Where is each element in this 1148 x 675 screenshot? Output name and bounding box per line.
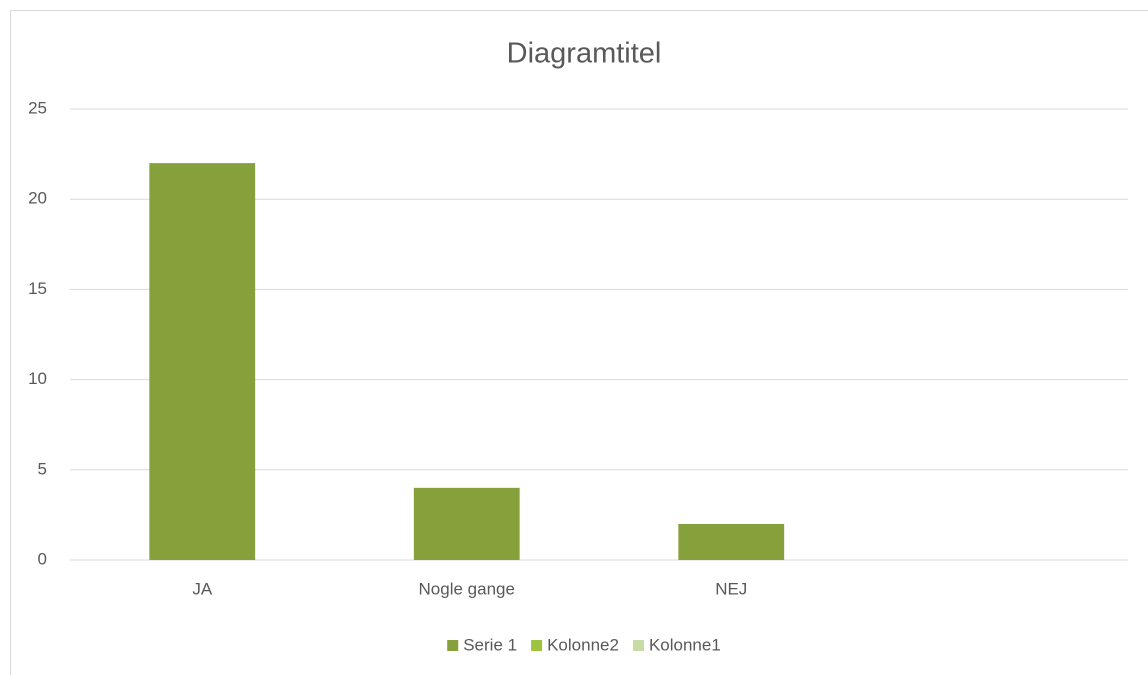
legend-swatch [447, 640, 459, 651]
y-tick-label: 20 [28, 189, 47, 208]
y-tick-label: 25 [28, 98, 47, 117]
y-tick-label: 15 [28, 279, 47, 298]
x-tick-label: Nogle gange [419, 579, 515, 598]
legend-label: Serie 1 [463, 635, 517, 654]
legend-label: Kolonne1 [649, 635, 721, 654]
bar [678, 523, 785, 560]
legend-swatch [632, 640, 644, 651]
legend-label: Kolonne2 [547, 635, 619, 654]
y-tick-label: 0 [38, 549, 47, 568]
y-tick-label: 5 [38, 459, 47, 478]
bar [149, 163, 256, 560]
y-tick-label: 10 [28, 369, 47, 388]
x-tick-label: NEJ [715, 579, 747, 598]
bar [413, 487, 520, 560]
legend-swatch [531, 640, 543, 651]
x-tick-label: JA [192, 579, 213, 598]
chart-title: Diagramtitel [507, 38, 662, 70]
